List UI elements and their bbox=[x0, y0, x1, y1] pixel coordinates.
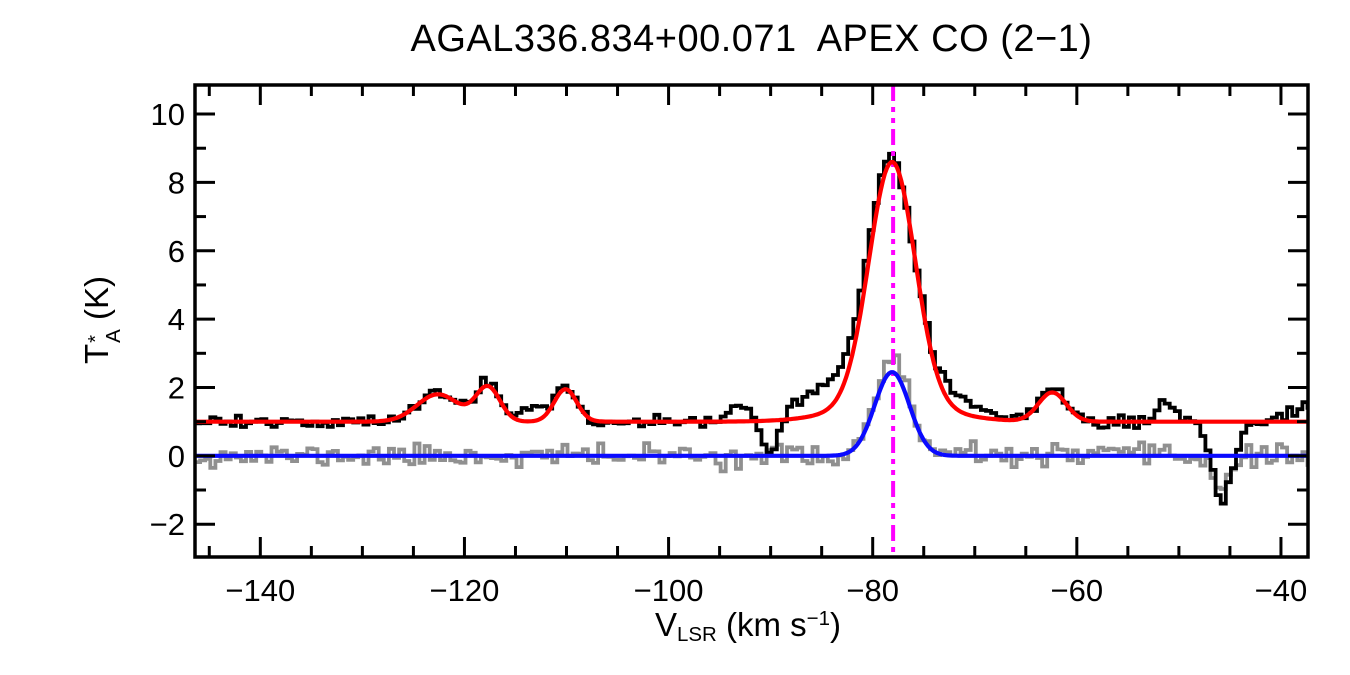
x-axis-label-superscript: −1 bbox=[806, 606, 830, 630]
plot-title: AGAL336.834+00.071 APEX CO (2−1) bbox=[410, 18, 1093, 60]
y-tick-label: 0 bbox=[168, 439, 185, 474]
x-tick-label: −120 bbox=[430, 573, 500, 608]
y-tick-label: −2 bbox=[150, 507, 185, 542]
y-tick-label: 4 bbox=[168, 302, 185, 337]
x-tick-labels: −140 −120 −100 −80 −60 −40 bbox=[225, 573, 1307, 608]
x-tick-label: −140 bbox=[225, 573, 295, 608]
y-tick-label: 2 bbox=[168, 370, 185, 405]
x-axis-label-symbol: V bbox=[655, 606, 678, 643]
x-axis-label: VLSR (km s−1) bbox=[655, 606, 841, 647]
y-tick-label: 10 bbox=[151, 97, 185, 132]
total-fit bbox=[195, 160, 1308, 424]
x-axis-label-subscript: LSR bbox=[677, 623, 717, 647]
x-axis-label-unit: (km s bbox=[716, 606, 807, 643]
y-tick-labels: −2 0 2 4 6 8 10 bbox=[150, 97, 185, 542]
y-tick-label: 6 bbox=[168, 234, 185, 269]
plot-data-layer bbox=[195, 85, 1308, 557]
plot-frame bbox=[193, 83, 1310, 559]
y-tick-label: 8 bbox=[168, 165, 185, 200]
secondary-component-fit bbox=[195, 370, 1308, 458]
x-tick-label: −40 bbox=[1255, 573, 1308, 608]
x-tick-label: −100 bbox=[634, 573, 704, 608]
observed-spectrum bbox=[195, 151, 1308, 506]
x-tick-label: −80 bbox=[846, 573, 899, 608]
x-axis-label-unit-close: ) bbox=[829, 606, 841, 643]
axis-ticks bbox=[195, 85, 1308, 557]
x-tick-label: −60 bbox=[1051, 573, 1104, 608]
